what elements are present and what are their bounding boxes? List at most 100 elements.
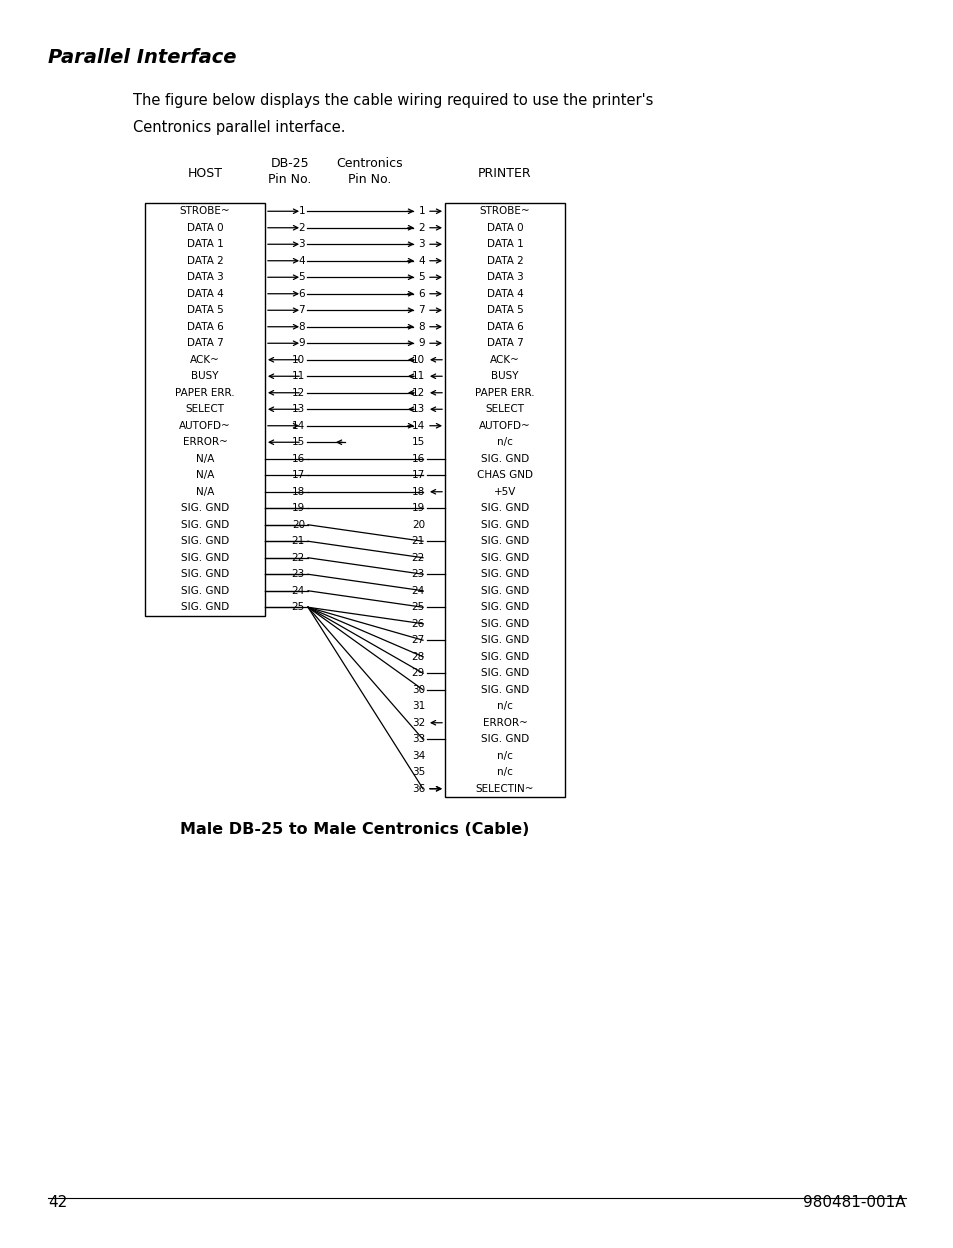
Text: SIG. GND: SIG. GND [480,685,529,695]
Text: 14: 14 [292,421,305,431]
Text: n/c: n/c [497,751,513,761]
Text: 20: 20 [292,519,305,529]
Text: 8: 8 [298,322,305,332]
Text: 5: 5 [298,272,305,282]
Text: 17: 17 [292,470,305,480]
Text: 14: 14 [412,421,424,431]
Text: ERROR~: ERROR~ [182,437,227,447]
Text: 9: 9 [418,338,424,348]
Text: 15: 15 [412,437,424,447]
Text: 980481-001A: 980481-001A [802,1196,905,1211]
Text: 20: 20 [412,519,424,529]
Text: +5V: +5V [494,487,516,497]
Text: Male DB-25 to Male Centronics (Cable): Male DB-25 to Male Centronics (Cable) [180,822,529,837]
Text: AUTOFD~: AUTOFD~ [478,421,530,431]
Text: 18: 18 [412,487,424,497]
Text: 25: 25 [412,603,424,613]
Text: 25: 25 [292,603,305,613]
Text: DATA 5: DATA 5 [187,306,223,316]
Text: SIG. GND: SIG. GND [181,603,229,613]
Text: 22: 22 [292,553,305,563]
Text: Pin No.: Pin No. [268,173,312,186]
Text: 16: 16 [412,454,424,464]
Text: SIG. GND: SIG. GND [480,635,529,645]
Text: SELECT: SELECT [185,404,224,414]
Text: DATA 2: DATA 2 [486,256,523,266]
Text: SIG. GND: SIG. GND [480,734,529,744]
Text: SIG. GND: SIG. GND [480,503,529,513]
Text: n/c: n/c [497,437,513,447]
Text: 16: 16 [292,454,305,464]
Text: 15: 15 [292,437,305,447]
Text: 24: 24 [292,585,305,595]
Text: 23: 23 [412,569,424,579]
Text: 11: 11 [292,371,305,381]
Text: 24: 24 [412,585,424,595]
Text: 22: 22 [412,553,424,563]
Text: DATA 7: DATA 7 [187,338,223,348]
Text: CHAS GND: CHAS GND [476,470,533,480]
Text: ACK~: ACK~ [490,354,519,364]
Text: n/c: n/c [497,701,513,711]
Text: PRINTER: PRINTER [477,167,531,180]
Text: The figure below displays the cable wiring required to use the printer's: The figure below displays the cable wiri… [132,94,653,109]
Text: SIG. GND: SIG. GND [480,668,529,678]
Text: 6: 6 [418,288,424,298]
Text: DATA 1: DATA 1 [187,240,223,250]
Text: STROBE~: STROBE~ [479,206,530,216]
Text: DATA 0: DATA 0 [486,222,523,232]
Text: 13: 13 [412,404,424,414]
Text: 13: 13 [292,404,305,414]
Text: 34: 34 [412,751,424,761]
Text: BUSY: BUSY [491,371,518,381]
Text: DATA 6: DATA 6 [187,322,223,332]
Text: 12: 12 [292,388,305,398]
Text: 27: 27 [412,635,424,645]
Text: 1: 1 [418,206,424,216]
Text: SIG. GND: SIG. GND [480,585,529,595]
Text: Centronics parallel interface.: Centronics parallel interface. [132,120,345,135]
Text: DATA 0: DATA 0 [187,222,223,232]
Text: 2: 2 [418,222,424,232]
Bar [145,203,265,615]
Text: N/A: N/A [195,487,214,497]
Text: AUTOFD~: AUTOFD~ [179,421,231,431]
Text: DATA 7: DATA 7 [486,338,523,348]
Text: PAPER ERR.: PAPER ERR. [475,388,535,398]
Text: N/A: N/A [195,454,214,464]
Bar [444,203,564,797]
Text: 29: 29 [412,668,424,678]
Text: 33: 33 [412,734,424,744]
Text: 18: 18 [292,487,305,497]
Text: SIG. GND: SIG. GND [480,519,529,529]
Text: 3: 3 [418,240,424,250]
Text: SIG. GND: SIG. GND [480,454,529,464]
Text: SIG. GND: SIG. GND [480,651,529,661]
Text: DATA 3: DATA 3 [486,272,523,282]
Text: 10: 10 [412,354,424,364]
Text: SIG. GND: SIG. GND [181,585,229,595]
Text: N/A: N/A [195,470,214,480]
Text: SIG. GND: SIG. GND [181,503,229,513]
Text: PAPER ERR.: PAPER ERR. [175,388,234,398]
Text: 32: 32 [412,718,424,728]
Text: SELECTIN~: SELECTIN~ [476,784,534,794]
Text: 42: 42 [48,1196,67,1211]
Text: 30: 30 [412,685,424,695]
Text: 21: 21 [292,537,305,547]
Text: 36: 36 [412,784,424,794]
Text: 5: 5 [418,272,424,282]
Text: DB-25: DB-25 [271,157,309,170]
Text: DATA 4: DATA 4 [187,288,223,298]
Text: n/c: n/c [497,768,513,778]
Text: DATA 1: DATA 1 [486,240,523,250]
Text: 19: 19 [292,503,305,513]
Text: DATA 4: DATA 4 [486,288,523,298]
Text: 9: 9 [298,338,305,348]
Text: 4: 4 [298,256,305,266]
Text: SIG. GND: SIG. GND [480,537,529,547]
Text: 10: 10 [292,354,305,364]
Text: 4: 4 [418,256,424,266]
Text: ACK~: ACK~ [190,354,220,364]
Text: DATA 3: DATA 3 [187,272,223,282]
